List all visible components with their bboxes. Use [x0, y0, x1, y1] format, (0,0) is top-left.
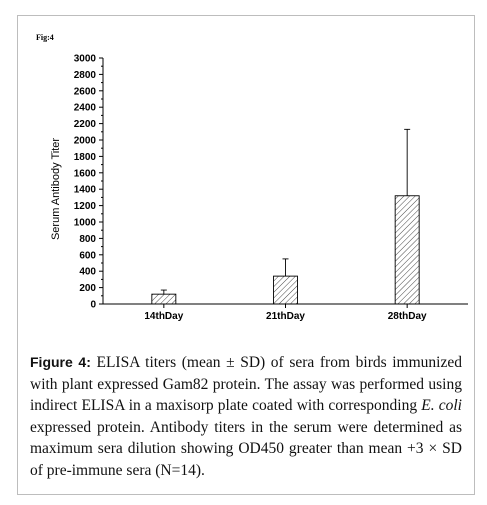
y-tick-label: 2200 — [74, 119, 97, 130]
y-tick-label: 1800 — [74, 152, 97, 163]
y-tick-label: 2800 — [74, 70, 97, 81]
x-tick-label: 14thDay — [144, 311, 183, 322]
chart-axes: 0 200 400 600 800 1000 1200 1400 1600 1800 2000 220… — [74, 54, 468, 322]
y-tick-label: 1400 — [74, 185, 97, 196]
figure-caption: Figure 4: ELISA titers (mean ± SD) of se… — [30, 352, 462, 481]
x-tick-label: 21thDay — [266, 311, 305, 322]
caption-text-2: expressed protein. Antibody titers in th… — [30, 418, 462, 479]
y-tick-label: 200 — [79, 283, 96, 294]
y-tick-label: 1600 — [74, 168, 97, 179]
caption-italic: E. coli — [421, 397, 462, 414]
y-tick-label: 2600 — [74, 86, 97, 97]
bar-28thDay — [394, 195, 420, 305]
figure-tag: Fig:4 — [36, 33, 54, 42]
x-tick-label: 28thDay — [388, 311, 427, 322]
y-axis-label: Serum Antibody Titer — [50, 138, 62, 240]
y-tick-label: 0 — [90, 300, 96, 311]
y-tick-label: 400 — [79, 267, 96, 278]
y-tick-label: 1000 — [74, 218, 97, 229]
caption-lead: Figure 4: — [30, 354, 91, 370]
bar-chart: 0 200 400 600 800 1000 1200 1400 1600 1800 2000 220… — [50, 54, 468, 322]
bar-group — [151, 128, 420, 305]
y-tick-label: 3000 — [74, 54, 97, 65]
y-tick-label: 800 — [79, 234, 96, 245]
y-tick-label: 2000 — [74, 136, 97, 147]
y-tick-label: 600 — [79, 250, 96, 261]
y-tick-label: 2400 — [74, 103, 97, 114]
y-tick-label: 1200 — [74, 201, 97, 212]
bar-14thDay — [151, 293, 177, 305]
caption-text-1: ELISA titers (mean ± SD) of sera from bi… — [30, 354, 462, 414]
bar-21thDay — [273, 275, 298, 305]
